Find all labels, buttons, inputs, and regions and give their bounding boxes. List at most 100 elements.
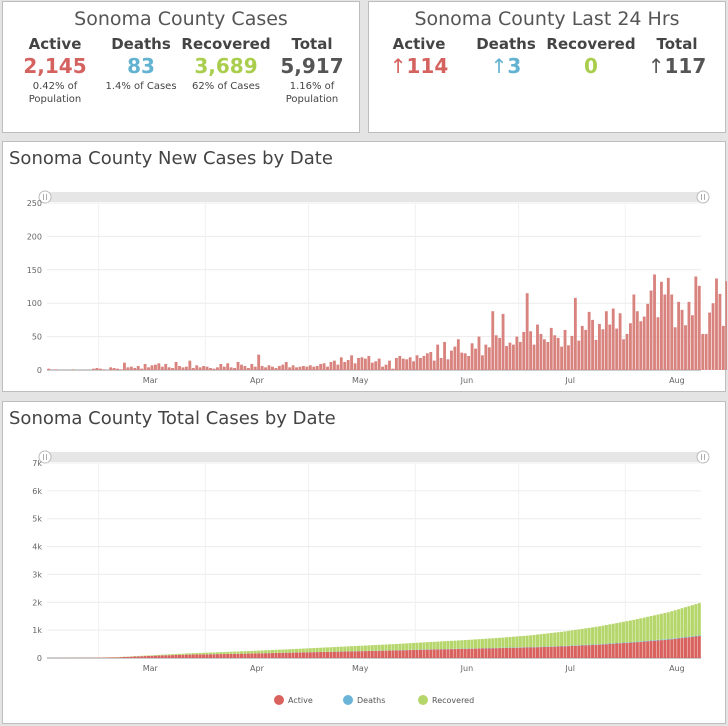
total-cases-bar-deaths [687, 636, 691, 638]
total-cases-bar-active [284, 652, 288, 658]
total-cases-bar-deaths [639, 641, 643, 642]
total-cases-bar-active [350, 651, 354, 658]
total-cases-bar-active [432, 649, 436, 658]
total-cases-bar-recovered [635, 619, 639, 642]
total-cases-bar-recovered [184, 653, 188, 655]
total-cases-bar-recovered [463, 640, 467, 649]
total-cases-bar-active [140, 656, 144, 658]
total-cases-bar-recovered [505, 637, 509, 648]
new-cases-bar [646, 303, 650, 370]
total-cases-chart-title: Sonoma County Total Cases by Date [9, 408, 336, 429]
summary-total-note: 1.16% of Population [285, 81, 339, 105]
total-cases-bar-active [381, 650, 385, 658]
total-cases-bar-active [377, 650, 381, 658]
new-cases-zoom-handle-right[interactable] [696, 190, 710, 204]
total-cases-bar-recovered [274, 649, 278, 653]
total-cases-bar-recovered [408, 643, 412, 650]
total-cases-zoom-handle-left[interactable] [38, 450, 52, 464]
total-cases-bar-recovered [683, 607, 688, 637]
total-cases-zoom-handle-right[interactable] [696, 450, 710, 464]
new-cases-zoom-handle-left[interactable] [38, 190, 52, 204]
total-cases-legend: Active Deaths Recovered [274, 695, 474, 705]
total-cases-bar-recovered [374, 645, 378, 651]
total-cases-bar-active [219, 654, 223, 658]
new-cases-bar [573, 297, 577, 370]
total-cases-bar-recovered [174, 653, 178, 655]
legend-item-deaths[interactable]: Deaths [343, 695, 385, 705]
total-cases-bar-recovered [580, 628, 584, 646]
summary-recovered-note: 62% of Cases [192, 81, 260, 92]
last24-total: Total ↑117 [627, 34, 727, 78]
new-cases-bar [102, 369, 106, 370]
new-cases-bar [715, 278, 718, 370]
new-cases-bar [615, 328, 619, 370]
total-cases-bar-active [439, 649, 443, 658]
total-cases-bar-recovered [656, 614, 660, 640]
total-cases-y-tick-label: 3k [32, 570, 42, 579]
new-cases-bar [215, 367, 219, 370]
total-cases-bar-recovered [560, 631, 564, 646]
total-cases-bar-deaths [653, 640, 657, 641]
total-cases-bar-active [391, 650, 395, 658]
total-cases-bar-recovered [284, 649, 288, 653]
total-cases-bar-active [295, 652, 299, 658]
total-cases-bar-active [580, 645, 584, 658]
new-cases-zoom-slider[interactable] [38, 190, 710, 204]
total-cases-bar-recovered [456, 640, 460, 649]
total-cases-bar-active [153, 655, 157, 658]
total-cases-y-tick-label: 1k [32, 626, 42, 635]
total-cases-bar-active [677, 638, 681, 658]
total-cases-bar-recovered [160, 654, 164, 656]
total-cases-bar-active [346, 651, 350, 658]
total-cases-bar-recovered [525, 635, 529, 648]
summary-panel: Sonoma County Cases Active 2,145 0.42% of P… [2, 1, 360, 133]
total-cases-bar-recovered [659, 613, 663, 640]
new-cases-bar [119, 369, 123, 370]
total-cases-bar-active [126, 656, 130, 658]
new-cases-bar [625, 333, 629, 370]
total-cases-bar-active [694, 636, 698, 658]
total-cases-bar-recovered [188, 653, 192, 655]
total-cases-bar-active [463, 648, 467, 658]
total-cases-bar-active [367, 650, 371, 658]
total-cases-bar-deaths [666, 639, 670, 640]
summary-active-value: 2,145 [23, 54, 87, 78]
last24-active-label: Active [392, 35, 446, 53]
last24-title: Sonoma County Last 24 Hrs [414, 8, 680, 30]
total-cases-bar-recovered [639, 618, 643, 642]
total-cases-bar-recovered [332, 647, 336, 652]
total-cases-bar-active [184, 654, 188, 658]
new-cases-bar [725, 281, 727, 370]
new-cases-bar [511, 344, 515, 370]
total-cases-bar-active [625, 642, 629, 658]
total-cases-y-tick-label: 7k [32, 459, 42, 468]
total-cases-bar-active [573, 645, 577, 658]
total-cases-bar-active [212, 654, 216, 658]
total-cases-bar-recovered [215, 652, 219, 655]
total-cases-bar-active [494, 648, 498, 658]
new-cases-bar [470, 343, 474, 370]
total-cases-bar-recovered [202, 652, 206, 655]
total-cases-bar-active [174, 655, 178, 658]
new-cases-bar [140, 368, 144, 370]
last24-deaths: Deaths ↑3 [456, 34, 556, 78]
new-cases-bar [264, 367, 267, 370]
total-cases-bar-active [618, 643, 622, 658]
new-cases-bar [443, 341, 446, 370]
total-cases-bar-recovered [532, 634, 536, 647]
new-cases-bar [673, 327, 677, 370]
total-cases-bar-active [477, 648, 481, 658]
total-cases-bar-deaths [656, 639, 660, 641]
total-cases-bar-active [460, 648, 464, 658]
total-cases-zoom-slider[interactable] [38, 450, 710, 464]
new-cases-bar [477, 336, 481, 370]
legend-item-active[interactable]: Active [274, 695, 313, 705]
last24-total-label: Total [656, 35, 698, 53]
total-cases-bar-recovered [350, 646, 354, 652]
total-cases-bar-recovered [604, 625, 608, 644]
total-cases-bar-recovered [628, 620, 632, 643]
legend-item-recovered[interactable]: Recovered [418, 695, 474, 705]
total-cases-bar-recovered [181, 653, 185, 655]
total-cases-bar-active [288, 652, 292, 658]
new-cases-bar [467, 355, 471, 370]
